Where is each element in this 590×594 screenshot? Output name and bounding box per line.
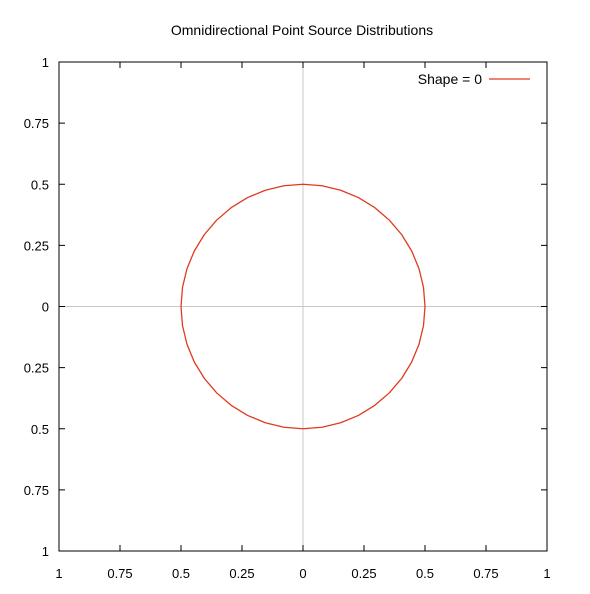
x-tick-label: 0.25 — [229, 566, 254, 581]
x-tick-label: 0.25 — [351, 566, 376, 581]
y-tick-label: 0.5 — [31, 177, 49, 192]
legend: Shape = 0 — [418, 71, 530, 87]
x-tick-label: 0.5 — [416, 566, 434, 581]
x-tick-label: 0.5 — [172, 566, 190, 581]
y-tick-label: 0.75 — [24, 116, 49, 131]
y-tick-label: 1 — [42, 544, 49, 559]
y-tick-label: 0.5 — [31, 422, 49, 437]
y-tick-label: 0.75 — [24, 483, 49, 498]
x-tick-label: 0 — [299, 566, 306, 581]
y-tick-label: 0.25 — [24, 361, 49, 376]
zero-axes — [59, 62, 547, 551]
ticks — [58, 61, 548, 552]
y-tick-label: 0 — [42, 300, 49, 315]
chart-title: Omnidirectional Point Source Distributio… — [171, 22, 433, 38]
x-tick-label: 1 — [55, 566, 62, 581]
series-line — [180, 183, 426, 430]
y-tick-labels: 1 0.75 0.5 0.25 0 0.25 0.5 0.75 1 — [24, 55, 49, 559]
legend-label: Shape = 0 — [418, 71, 482, 87]
x-tick-label: 1 — [543, 566, 550, 581]
series-layer — [180, 183, 426, 430]
y-tick-label: 0.25 — [24, 238, 49, 253]
y-tick-label: 1 — [42, 55, 49, 70]
x-tick-labels: 1 0.75 0.5 0.25 0 0.25 0.5 0.75 1 — [55, 566, 550, 581]
x-tick-label: 0.75 — [473, 566, 498, 581]
x-tick-label: 0.75 — [107, 566, 132, 581]
